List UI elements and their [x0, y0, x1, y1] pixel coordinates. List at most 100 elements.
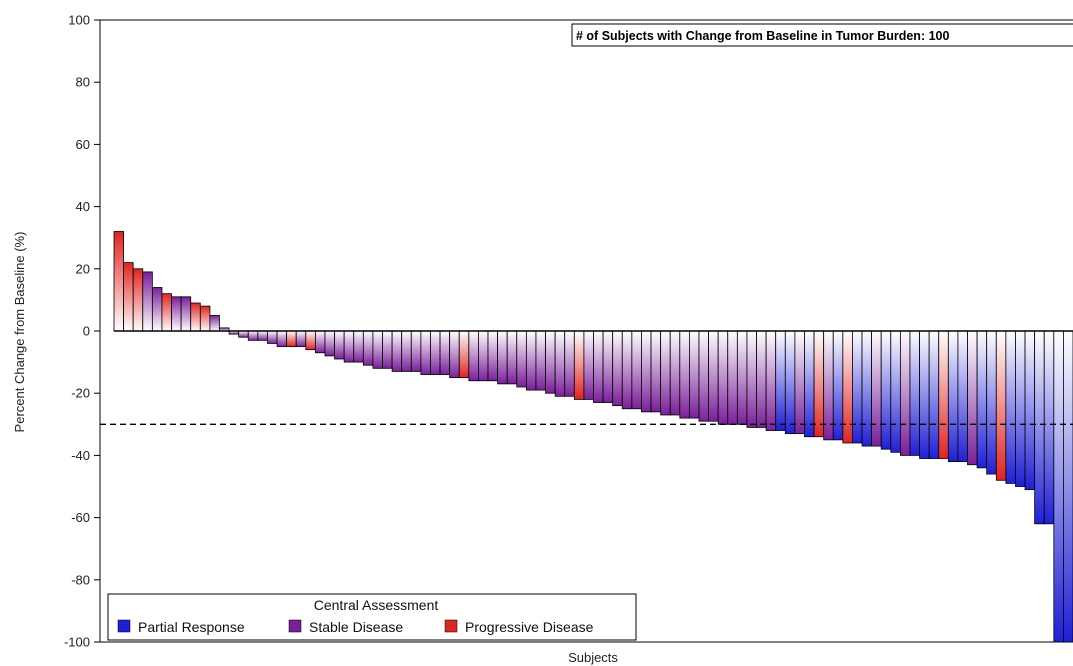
annotation-box: # of Subjects with Change from Baseline …: [571, 23, 1073, 47]
bar-71: [784, 330, 796, 435]
bar-87: [938, 330, 949, 459]
legend-swatch-stable-disease: [288, 619, 302, 633]
bar-9: [190, 302, 201, 332]
bar-56: [641, 330, 652, 413]
bar-100: [1063, 330, 1073, 643]
bar-35: [439, 330, 451, 375]
y-tick-label: 80: [76, 75, 90, 90]
bar-54: [621, 330, 633, 410]
bar-16: [257, 330, 268, 341]
legend: Central Assessment Partial Response Stab…: [107, 593, 637, 641]
bar-2: [123, 262, 134, 332]
bar-15: [247, 330, 259, 341]
y-tick-label: 100: [68, 13, 90, 28]
bar-80: [871, 330, 882, 447]
y-tick-label: -40: [71, 448, 90, 463]
bar-82: [890, 330, 901, 453]
bar-37: [458, 330, 470, 379]
bars: [113, 231, 1073, 643]
bar-39: [478, 330, 489, 382]
bar-25: [343, 330, 355, 363]
bar-50: [583, 330, 594, 400]
bar-72: [794, 330, 805, 435]
bar-74: [813, 330, 825, 438]
legend-label-progressive-disease: Progressive Disease: [465, 619, 594, 635]
bar-30: [391, 330, 403, 372]
bar-17: [267, 330, 278, 344]
bar-10: [199, 305, 211, 332]
bar-43: [516, 330, 527, 388]
bar-91: [976, 330, 988, 469]
bar-97: [1034, 330, 1045, 525]
bar-64: [717, 330, 729, 425]
bar-85: [919, 330, 930, 459]
bar-29: [382, 330, 393, 369]
bar-34: [430, 330, 441, 375]
bar-41: [497, 330, 508, 385]
bar-40: [487, 330, 499, 382]
bar-96: [1024, 330, 1036, 491]
bar-88: [947, 330, 959, 463]
bar-26: [353, 330, 364, 363]
bar-7: [171, 296, 182, 332]
bar-76: [832, 330, 844, 441]
bar-63: [708, 330, 719, 422]
y-axis-ticks: 100 80 60 40 20 0 -20 -40 -60 -80 -100: [64, 13, 100, 650]
bar-23: [324, 330, 335, 357]
bar-22: [314, 330, 326, 354]
bar-19: [286, 330, 297, 347]
y-tick-label: -80: [71, 572, 90, 587]
bar-36: [449, 330, 460, 379]
bar-51: [593, 330, 604, 403]
bar-95: [1015, 330, 1026, 487]
bar-84: [909, 330, 920, 456]
legend-label-stable-disease: Stable Disease: [309, 619, 403, 635]
y-tick-label: -20: [71, 386, 90, 401]
bar-3: [132, 268, 144, 332]
bar-1: [113, 231, 124, 332]
bar-59: [669, 330, 681, 416]
bar-31: [401, 330, 412, 372]
bar-90: [967, 330, 978, 466]
y-axis-title: Percent Change from Baseline (%): [12, 232, 27, 433]
bar-47: [554, 330, 566, 397]
bar-46: [545, 330, 556, 394]
bar-11: [209, 315, 220, 332]
bar-45: [535, 330, 546, 391]
bar-33: [420, 330, 431, 375]
bar-18: [276, 330, 288, 347]
bar-67: [746, 330, 757, 428]
bar-61: [689, 330, 700, 419]
bar-94: [1005, 330, 1016, 484]
bar-52: [602, 330, 614, 403]
bar-58: [660, 330, 671, 416]
bar-20: [295, 330, 307, 347]
y-tick-label: 60: [76, 137, 90, 152]
bar-21: [305, 330, 316, 351]
legend-label-partial-response: Partial Response: [138, 619, 245, 635]
bar-89: [957, 330, 968, 463]
bar-38: [468, 330, 479, 382]
bar-6: [161, 293, 172, 332]
bar-66: [736, 330, 748, 425]
y-tick-label: 0: [83, 324, 90, 339]
bar-78: [852, 330, 863, 444]
bar-32: [410, 330, 422, 372]
bar-5: [151, 287, 163, 332]
bar-70: [775, 330, 786, 431]
bar-24: [334, 330, 345, 360]
bar-62: [698, 330, 709, 422]
bar-49: [573, 330, 585, 400]
legend-swatch-progressive-disease: [444, 619, 458, 633]
y-tick-label: -100: [64, 635, 90, 650]
legend-swatch-partial-response: [117, 619, 131, 633]
bar-93: [995, 330, 1007, 481]
bar-48: [564, 330, 575, 397]
y-tick-label: 20: [76, 261, 90, 276]
bar-69: [765, 330, 777, 431]
bar-57: [650, 330, 662, 413]
bar-81: [880, 330, 892, 450]
bar-86: [928, 330, 940, 459]
annotation-text: # of Subjects with Change from Baseline …: [576, 29, 949, 43]
